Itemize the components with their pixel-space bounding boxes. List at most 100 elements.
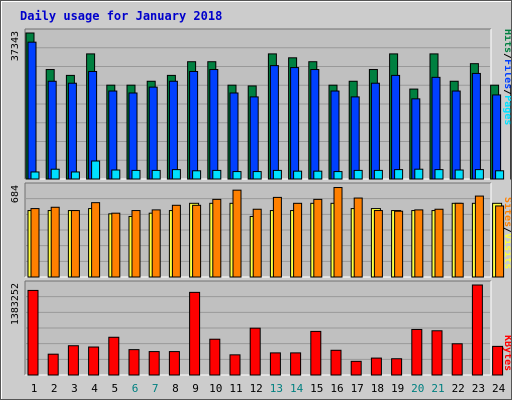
day-tick-label: 3: [71, 382, 78, 395]
day-tick-label: 4: [91, 382, 98, 395]
files-bar: [492, 94, 502, 180]
kbytes-legend: KBytes: [502, 335, 511, 371]
day-tick-label: 16: [330, 382, 343, 395]
legend-kbytes: KBytes: [502, 335, 511, 371]
sites-bar: [313, 198, 323, 278]
day-tick-label: 11: [229, 382, 242, 395]
pages-bar: [293, 170, 303, 180]
files-bar: [330, 90, 340, 180]
kbytes-bar: [249, 327, 261, 376]
kbytes-bar: [27, 289, 39, 376]
files-bar: [148, 86, 158, 180]
day-tick-label: 17: [351, 382, 364, 395]
day-tick-label: 7: [152, 382, 159, 395]
day-tick-label: 12: [250, 382, 263, 395]
kbytes-bar: [370, 357, 382, 376]
pages-bar: [192, 170, 202, 180]
legend-visits: Visits: [502, 233, 511, 269]
kbytes-bar: [391, 358, 403, 376]
pages-bar: [232, 171, 242, 180]
day-tick-label: 21: [431, 382, 444, 395]
files-bar: [209, 69, 219, 180]
day-tick-label: 14: [290, 382, 304, 395]
kbytes-bar: [189, 291, 201, 376]
pages-bar: [495, 170, 505, 180]
legend-sites: Sites: [502, 197, 511, 227]
sites-bar: [232, 189, 242, 278]
sites-bar: [272, 196, 282, 278]
sites-bar: [495, 205, 505, 278]
day-tick-label: 18: [371, 382, 384, 395]
files-bar: [249, 96, 259, 180]
files-bar: [128, 92, 138, 180]
legend-hits: Hits: [502, 29, 511, 53]
kbytes-bar: [431, 330, 443, 376]
pages-bar: [252, 171, 262, 180]
files-bar: [269, 65, 279, 180]
kbytes-bar: [471, 284, 483, 376]
day-tick-label: 22: [452, 382, 465, 395]
kbytes-bar: [330, 349, 342, 376]
day-tick-label: 1: [31, 382, 38, 395]
sites-bar: [252, 208, 262, 278]
files-bar: [189, 70, 199, 180]
sites-bar: [50, 206, 60, 278]
files-bar: [27, 41, 37, 180]
day-tick-label: 24: [492, 382, 506, 395]
kbytes-bar: [451, 343, 463, 376]
sites-bar: [414, 209, 424, 278]
kbytes-bar: [108, 336, 120, 376]
day-tick-label: 13: [270, 382, 283, 395]
kbytes-bar: [310, 330, 322, 376]
day-tick-label: 10: [209, 382, 222, 395]
day-tick-label: 20: [411, 382, 424, 395]
pages-bar: [394, 169, 404, 180]
pages-bar: [434, 169, 444, 180]
legend-sep: /: [502, 227, 511, 233]
kbytes-bar: [67, 345, 79, 376]
pages-bar: [30, 171, 40, 180]
files-bar: [108, 90, 118, 180]
day-tick-label: 15: [310, 382, 323, 395]
pages-bar: [414, 168, 424, 180]
pages-bar: [171, 169, 181, 180]
sites-bar: [293, 202, 303, 278]
files-bar: [47, 80, 57, 180]
legend-pages: Pages: [502, 95, 511, 125]
sites-bar: [171, 204, 181, 278]
pages-bar: [111, 169, 121, 180]
day-tick-label: 19: [391, 382, 404, 395]
files-bar: [310, 69, 320, 180]
kbytes-bar: [209, 338, 221, 376]
day-tick-label: 8: [172, 382, 179, 395]
pages-bar: [313, 170, 323, 180]
sites-bar: [353, 197, 363, 278]
pages-bar: [70, 171, 80, 180]
kbytes-bar: [148, 351, 160, 376]
day-tick-label: 6: [132, 382, 139, 395]
pages-bar: [373, 169, 383, 180]
sites-bar: [333, 187, 343, 278]
sites-bar: [131, 210, 141, 278]
files-bar: [350, 96, 360, 180]
files-bar: [229, 92, 239, 180]
hits-legend: Hits/Files/Pages: [502, 29, 511, 125]
files-bar: [391, 74, 401, 180]
pages-bar: [353, 169, 363, 180]
visits-ymax-label: 684: [10, 185, 21, 203]
day-tick-label: 2: [51, 382, 58, 395]
sites-bar: [454, 202, 464, 278]
hits-ymax-label: 37343: [10, 31, 21, 61]
sites-bar: [192, 204, 202, 278]
pages-bar: [272, 169, 282, 180]
kbytes-bar: [168, 351, 180, 376]
pages-bar: [474, 169, 484, 180]
files-bar: [431, 76, 441, 180]
files-bar: [471, 72, 481, 180]
pages-bar: [91, 160, 101, 180]
pages-bar: [131, 169, 141, 180]
legend-sep: /: [502, 53, 511, 59]
sites-bar: [70, 210, 80, 278]
day-tick-label: 5: [111, 382, 118, 395]
